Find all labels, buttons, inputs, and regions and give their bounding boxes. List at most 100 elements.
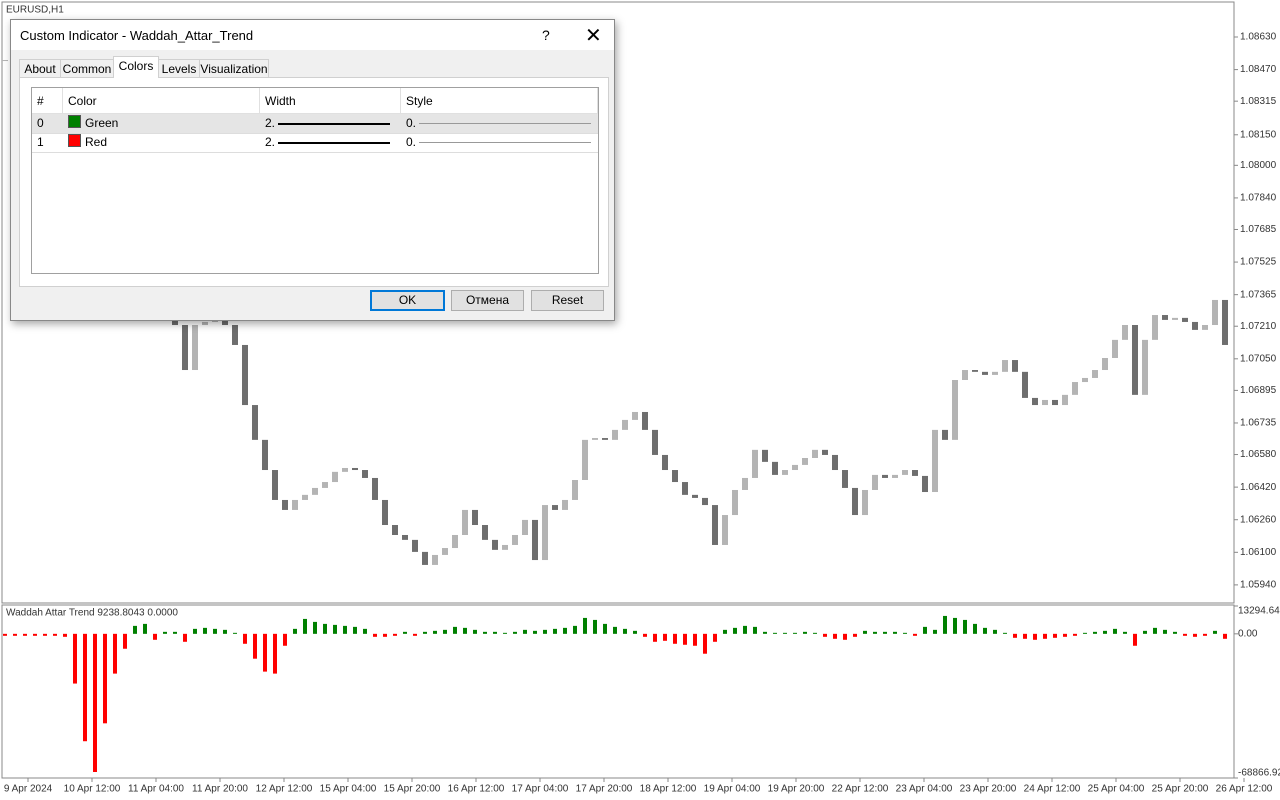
y-tick-label: 1.08315: [1240, 96, 1277, 107]
x-tick-label: 9 Apr 2024: [4, 784, 53, 795]
x-tick-label: 11 Apr 04:00: [128, 784, 184, 795]
candle-body: [1132, 325, 1138, 395]
histogram-bar: [863, 630, 867, 634]
tab[interactable]: Common: [60, 59, 114, 78]
candle-body: [1222, 299, 1228, 345]
tab[interactable]: Levels: [158, 59, 200, 78]
histogram-bar: [1093, 631, 1097, 634]
candle-body: [702, 497, 708, 506]
histogram-bar: [253, 633, 257, 659]
y-tick-label: -68866.92: [1238, 768, 1280, 779]
candle-body: [892, 474, 898, 478]
histogram-bar: [923, 626, 927, 634]
histogram-bar: [1063, 633, 1067, 637]
close-button[interactable]: ✕: [585, 25, 602, 47]
candle-body: [842, 470, 848, 488]
histogram-bar: [3, 633, 7, 636]
candle-body: [352, 467, 358, 471]
histogram-bar: [763, 631, 767, 634]
candle-body: [802, 458, 808, 465]
x-tick-label: 23 Apr 20:00: [960, 784, 1017, 795]
y-tick-label: 1.07050: [1240, 353, 1277, 364]
y-tick-label: 1.06580: [1240, 449, 1277, 460]
y-tick-label: 1.06420: [1240, 482, 1277, 493]
candle-body: [322, 482, 328, 488]
candle-body: [302, 494, 308, 500]
y-tick-label: 1.07685: [1240, 224, 1277, 235]
cancel-button[interactable]: Отмена: [451, 290, 524, 311]
ok-button[interactable]: OK: [370, 290, 445, 311]
histogram-bar: [183, 633, 187, 642]
row-background: [32, 133, 598, 153]
candle-body: [622, 419, 628, 430]
candle-body: [1152, 315, 1158, 340]
histogram-bar: [513, 631, 517, 634]
histogram-bar: [573, 625, 577, 634]
tab[interactable]: Colors: [113, 56, 159, 78]
y-tick-label: 1.06260: [1240, 514, 1277, 525]
candle-body: [782, 470, 788, 475]
histogram-bar: [803, 631, 807, 634]
x-tick-label: 10 Apr 12:00: [64, 784, 121, 795]
candle-body: [1012, 360, 1018, 372]
histogram-bar: [773, 632, 777, 634]
x-tick-label: 23 Apr 04:00: [896, 784, 953, 795]
reset-button[interactable]: Reset: [531, 290, 604, 311]
candle-body: [1072, 382, 1078, 395]
candle-body: [1092, 370, 1098, 378]
histogram-bar: [413, 633, 417, 636]
histogram-bar: [453, 626, 457, 634]
help-button[interactable]: ?: [542, 27, 550, 43]
candle-body: [222, 319, 228, 326]
color-swatch[interactable]: [68, 134, 81, 147]
histogram-bar: [283, 633, 287, 646]
histogram-bar: [533, 630, 537, 634]
dialog: Custom Indicator - Waddah_Attar_Trend ? …: [10, 19, 615, 321]
candle-body: [932, 429, 938, 493]
histogram-bar: [673, 633, 677, 644]
histogram-bar: [563, 627, 567, 634]
histogram-bar: [473, 629, 477, 634]
candle-body: [532, 519, 538, 561]
histogram-bar: [793, 632, 797, 634]
candle-body: [242, 344, 248, 406]
candle-body: [592, 438, 598, 440]
candle-body: [332, 471, 338, 483]
candle-body: [1182, 317, 1188, 322]
candle-body: [422, 551, 428, 565]
histogram-bar: [1003, 632, 1007, 634]
candle-body: [1102, 358, 1108, 371]
candle-body: [812, 449, 818, 459]
x-tick-label: 18 Apr 12:00: [640, 784, 697, 795]
histogram-bar: [423, 631, 427, 634]
histogram-bar: [1223, 633, 1227, 639]
tab[interactable]: Visualization: [199, 59, 269, 78]
candle-body: [312, 487, 318, 495]
histogram-bar: [1123, 631, 1127, 634]
tab[interactable]: About: [19, 59, 61, 78]
candle-body: [1142, 339, 1148, 395]
x-tick-label: 15 Apr 04:00: [320, 784, 377, 795]
histogram-bar: [223, 629, 227, 634]
histogram-bar: [343, 625, 347, 634]
histogram-bar: [323, 623, 327, 634]
indicator-pane: [1, 604, 1235, 779]
histogram-bar: [523, 629, 527, 634]
histogram-bar: [43, 633, 47, 636]
histogram-bar: [263, 633, 267, 672]
histogram-bar: [63, 633, 67, 637]
histogram-bar: [153, 633, 157, 640]
candle-body: [752, 449, 758, 478]
color-name: Green: [85, 116, 119, 130]
histogram-bar: [1193, 633, 1197, 637]
histogram-bar: [463, 627, 467, 634]
histogram-bar: [383, 633, 387, 637]
candle-body: [682, 482, 688, 495]
candle-body: [502, 544, 508, 550]
histogram-bar: [1143, 630, 1147, 634]
candle-body: [772, 461, 778, 475]
color-swatch[interactable]: [68, 115, 81, 128]
candle-body: [652, 429, 658, 455]
histogram-bar: [303, 618, 307, 634]
histogram-bar: [883, 631, 887, 634]
